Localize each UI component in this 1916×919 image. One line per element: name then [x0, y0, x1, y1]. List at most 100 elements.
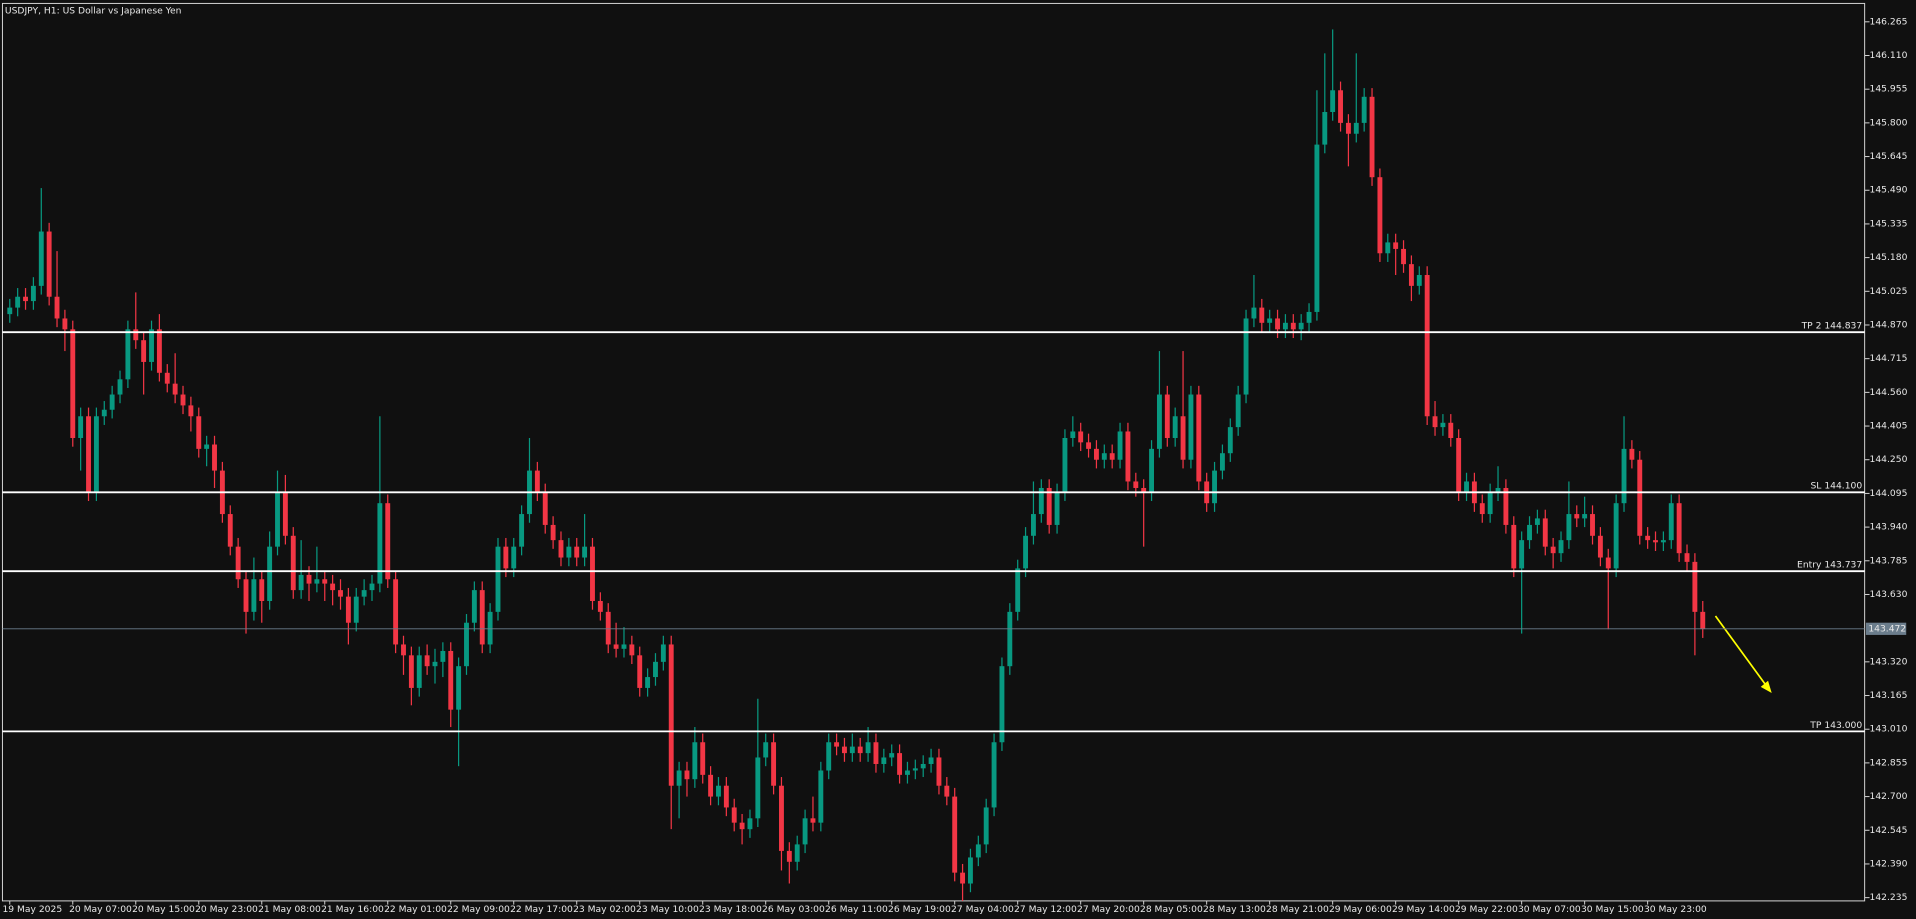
candle-body: [960, 872, 966, 884]
candle-body: [1117, 431, 1123, 460]
candle-body: [172, 383, 178, 395]
candle-body: [1377, 177, 1383, 254]
y-tick-label: 143.010: [1870, 724, 1908, 735]
plot-frame: [1, 2, 1866, 902]
candle-body: [1133, 481, 1139, 488]
y-tick-label: 144.405: [1870, 421, 1908, 432]
level-label: TP 143.000: [1809, 720, 1862, 731]
candle-body: [1282, 322, 1288, 330]
candle-body: [865, 742, 871, 754]
candle-body: [1243, 318, 1249, 395]
candle-body: [1605, 557, 1611, 569]
candle-body: [212, 444, 217, 471]
candle-body: [629, 644, 635, 656]
candle-body: [1227, 427, 1233, 454]
candle-body: [156, 329, 162, 373]
candle-body: [1597, 535, 1603, 558]
candle-body: [62, 318, 68, 330]
candle-body: [464, 622, 469, 667]
y-tick-label: 145.800: [1870, 117, 1908, 128]
candle-body: [1149, 448, 1155, 493]
y-tick-label: 144.870: [1870, 319, 1908, 330]
candle-body: [597, 600, 603, 612]
y-tick-label: 145.955: [1870, 84, 1908, 95]
candle-body: [653, 661, 658, 678]
candle-body: [78, 416, 84, 438]
x-tick-label: 21 May 16:00: [321, 904, 384, 915]
candle-body: [849, 746, 855, 754]
candle-body: [1275, 318, 1280, 330]
candle-body: [1668, 503, 1674, 541]
candle-body: [23, 296, 28, 302]
candle-body: [1582, 514, 1588, 519]
candle-body: [1338, 90, 1343, 123]
candle-body: [511, 546, 517, 569]
y-tick-label: 143.320: [1870, 656, 1908, 667]
candle-body: [818, 770, 824, 823]
candle-body: [15, 296, 21, 308]
candle-body: [424, 655, 430, 667]
candle-body: [660, 644, 666, 662]
candle-body: [1023, 535, 1029, 569]
candle-body: [676, 770, 682, 786]
y-tick-label: 144.560: [1870, 387, 1908, 398]
y-tick-label: 144.095: [1870, 488, 1908, 499]
candle-body: [739, 822, 745, 830]
x-tick-label: 23 May 18:00: [699, 904, 762, 915]
candle-body: [519, 514, 525, 547]
candle-body: [133, 329, 139, 341]
candle-body: [1527, 524, 1532, 541]
x-tick-label: 20 May 07:00: [69, 904, 132, 915]
candle-body: [243, 579, 249, 612]
candle-body: [1590, 514, 1595, 536]
candle-body: [826, 742, 832, 771]
candle-body: [1456, 437, 1462, 493]
last-price-box: [1865, 622, 1907, 635]
x-tick-label: 23 May 02:00: [573, 904, 636, 915]
candle-body: [479, 590, 485, 645]
candle-body: [1361, 96, 1367, 123]
x-tick-label: 27 May 12:00: [1014, 904, 1077, 915]
candle-body: [1637, 459, 1643, 536]
y-tick-label: 145.490: [1870, 185, 1908, 196]
x-tick-label: 30 May 15:00: [1581, 904, 1644, 915]
y-tick-label: 142.235: [1870, 892, 1908, 903]
candle-body: [550, 524, 556, 541]
candle-body: [259, 579, 265, 601]
level-label: SL 144.100: [1811, 481, 1863, 492]
candle-body: [1629, 448, 1635, 460]
candle-body: [1416, 275, 1422, 286]
y-tick-label: 146.110: [1870, 50, 1908, 61]
candle-body: [1062, 437, 1068, 493]
candle-body: [338, 590, 343, 597]
candle-body: [1692, 561, 1698, 612]
candle-body: [353, 596, 359, 623]
y-tick-label: 143.165: [1870, 690, 1908, 701]
candle-body: [920, 763, 926, 769]
candle-body: [1030, 514, 1036, 536]
candle-body: [109, 394, 115, 410]
candle-body: [1613, 503, 1619, 569]
candle-body: [1219, 453, 1225, 471]
candle-body: [369, 583, 375, 591]
candle-body: [668, 644, 674, 786]
candle-body: [1385, 242, 1391, 254]
candle-body: [1070, 431, 1076, 438]
candle-body: [117, 379, 123, 395]
candle-body: [692, 742, 698, 780]
candle-body: [1314, 144, 1320, 312]
candle-body: [1188, 394, 1194, 460]
candle-body: [282, 492, 288, 536]
candle-body: [912, 768, 918, 771]
candle-body: [975, 844, 981, 858]
candle-body: [1369, 96, 1375, 178]
x-tick-label: 29 May 22:00: [1455, 904, 1518, 915]
candle-body: [905, 770, 910, 775]
candle-body: [54, 296, 60, 319]
x-tick-label: 20 May 15:00: [132, 904, 195, 915]
candle-body: [70, 329, 76, 438]
candle-body: [456, 666, 462, 710]
